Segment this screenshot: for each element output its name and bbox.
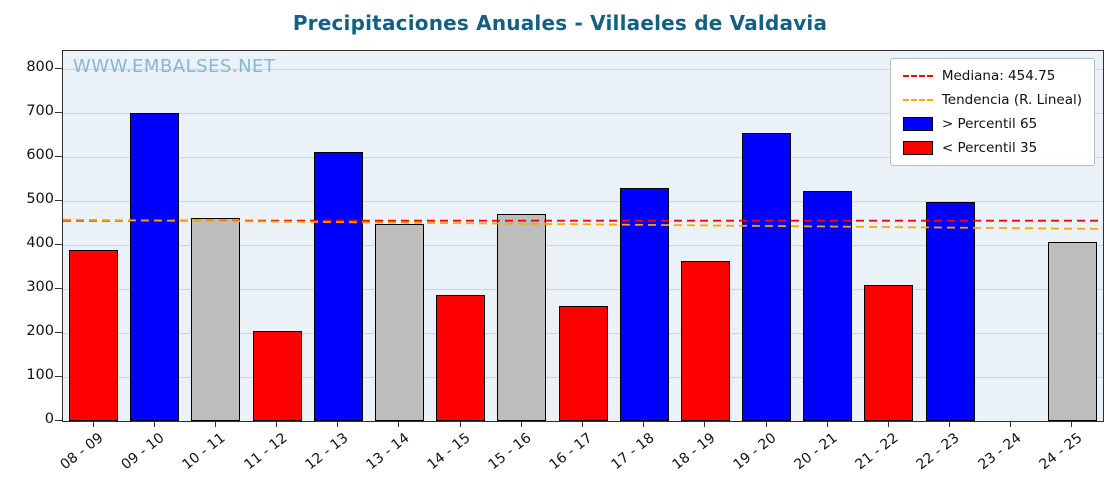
bar — [252, 330, 302, 421]
bar — [864, 285, 914, 421]
y-tick-mark — [55, 155, 62, 157]
legend: Mediana: 454.75 Tendencia (R. Lineal) > Pe… — [889, 58, 1095, 166]
legend-color-patch — [902, 117, 933, 131]
bar — [619, 188, 669, 421]
x-tick-label: 21 - 22 — [852, 430, 902, 474]
gridline — [63, 244, 1103, 246]
legend-item: Mediana: 454.75 — [902, 68, 1082, 84]
chart-title: Precipitaciones Anuales - Villaeles de V… — [292, 11, 828, 35]
x-tick-mark — [582, 421, 583, 427]
legend-label: Mediana: 454.75 — [941, 68, 1056, 84]
x-tick-label: 14 - 15 — [424, 430, 474, 474]
x-tick-label: 16 - 17 — [546, 430, 596, 474]
x-tick-mark — [459, 421, 461, 427]
bar — [803, 190, 853, 421]
x-tick-label: 22 - 23 — [913, 430, 963, 474]
bar — [1047, 242, 1097, 421]
x-tick-mark — [949, 421, 951, 427]
y-tick-mark — [55, 375, 62, 377]
gridline — [63, 288, 1103, 290]
y-tick-mark — [55, 111, 62, 113]
bar — [436, 294, 486, 421]
bar — [558, 305, 608, 421]
y-tick-label: 300 — [26, 278, 54, 295]
y-tick-label: 100 — [26, 366, 54, 383]
x-tick-mark — [337, 421, 339, 427]
x-tick-mark — [92, 421, 94, 427]
bar — [680, 261, 730, 421]
x-tick-mark — [398, 421, 400, 427]
x-tick-mark — [520, 421, 522, 427]
x-tick-mark — [887, 421, 889, 427]
x-tick-mark — [1071, 421, 1073, 427]
x-tick-label: 17 - 18 — [608, 430, 658, 474]
y-tick-label: 700 — [26, 102, 54, 119]
bar — [497, 214, 547, 421]
x-tick-mark — [214, 421, 216, 427]
x-tick-label: 23 - 24 — [975, 430, 1025, 474]
x-tick-label: 09 - 10 — [118, 430, 168, 474]
x-tick-mark — [826, 421, 828, 427]
gridline — [63, 68, 1103, 70]
y-tick-mark — [55, 331, 62, 333]
x-tick-mark — [643, 421, 645, 427]
gridline — [63, 156, 1103, 158]
bar — [925, 202, 975, 421]
legend-color-patch — [902, 141, 933, 155]
plot-area: WWW.EMBALSES.NET Mediana: 454.75 Tendenci… — [62, 50, 1104, 422]
legend-label: > Percentil 65 — [941, 116, 1038, 132]
bar — [130, 112, 180, 421]
x-tick-label: 12 - 13 — [302, 430, 352, 474]
y-tick-label: 200 — [26, 322, 54, 339]
gridline — [63, 200, 1103, 202]
x-tick-mark — [153, 421, 155, 427]
x-tick-mark — [765, 421, 767, 427]
legend-line-sample — [902, 75, 933, 77]
legend-item: < Percentil 35 — [902, 140, 1082, 156]
x-tick-label: 08 - 09 — [57, 430, 107, 474]
y-tick-label: 800 — [26, 58, 54, 75]
y-tick-label: 400 — [26, 234, 54, 251]
x-tick-label: 15 - 16 — [485, 430, 535, 474]
x-tick-label: 11 - 12 — [241, 430, 290, 474]
legend-item: Tendencia (R. Lineal) — [902, 92, 1082, 108]
x-tick-label: 13 - 14 — [363, 430, 413, 474]
x-tick-mark — [1010, 421, 1012, 427]
x-tick-mark — [704, 421, 706, 427]
x-tick-mark — [276, 421, 278, 427]
watermark: WWW.EMBALSES.NET — [73, 56, 276, 77]
y-tick-label: 500 — [26, 190, 54, 207]
y-tick-mark — [55, 287, 62, 289]
bar — [69, 250, 119, 421]
legend-label: < Percentil 35 — [941, 140, 1038, 156]
x-tick-label: 19 - 20 — [730, 430, 780, 474]
x-tick-label: 10 - 11 — [179, 430, 229, 474]
bar — [374, 224, 424, 421]
y-tick-mark — [55, 67, 62, 69]
gridline — [63, 112, 1103, 114]
y-tick-label: 0 — [44, 411, 54, 427]
y-tick-mark — [55, 243, 62, 245]
y-tick-mark — [55, 420, 62, 421]
bar — [191, 217, 241, 421]
bar — [742, 132, 792, 421]
y-tick-mark — [55, 199, 62, 201]
legend-item: > Percentil 65 — [902, 116, 1082, 132]
x-tick-label: 24 - 25 — [1036, 430, 1086, 474]
legend-line-sample — [902, 99, 933, 101]
bar — [313, 151, 363, 421]
y-tick-label: 600 — [26, 146, 54, 163]
x-tick-label: 18 - 19 — [669, 430, 719, 474]
x-tick-label: 20 - 21 — [791, 430, 841, 474]
legend-label: Tendencia (R. Lineal) — [941, 92, 1082, 108]
